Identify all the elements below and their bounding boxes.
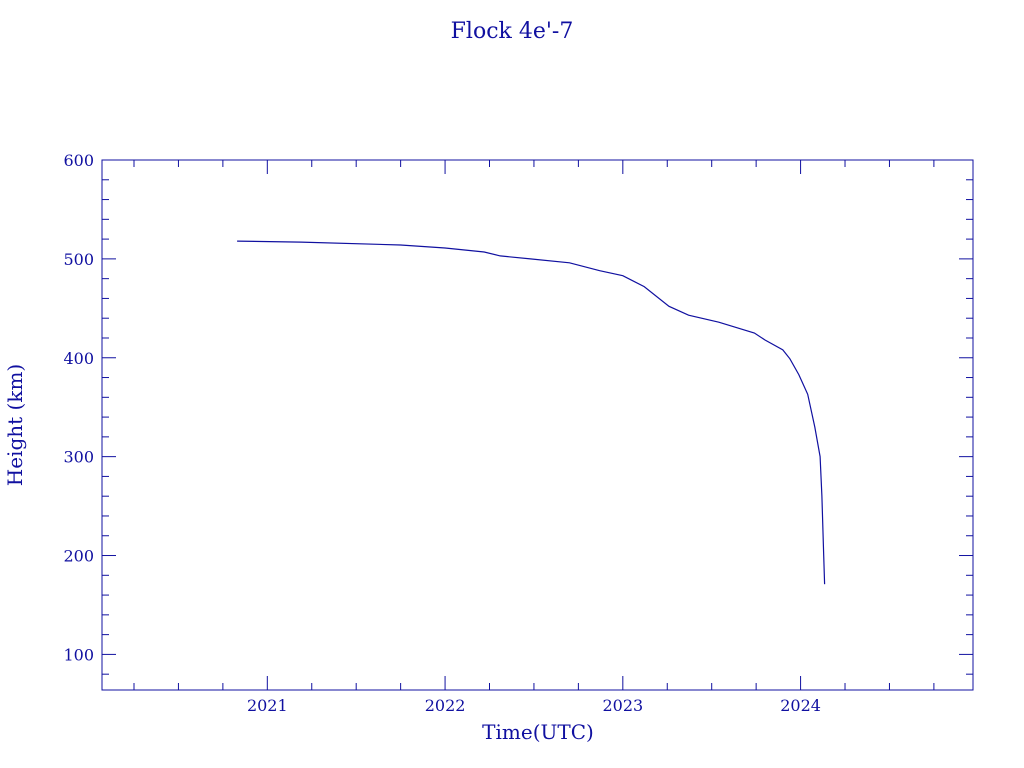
x-tick-label: 2021 [247, 696, 288, 715]
chart-title: Flock 4e'-7 [451, 19, 574, 44]
y-tick-label: 300 [63, 448, 94, 467]
x-axis-label: Time(UTC) [482, 720, 594, 744]
y-tick-label: 200 [63, 547, 94, 566]
x-tick-label: 2022 [425, 696, 466, 715]
plot-frame [101, 159, 974, 691]
x-tick-label: 2023 [602, 696, 643, 715]
x-tick-label: 2024 [780, 696, 821, 715]
y-tick-label: 500 [63, 250, 94, 269]
series-line [237, 240, 826, 585]
y-axis-label: Height (km) [3, 364, 27, 486]
y-tick-label: 600 [63, 151, 94, 170]
y-tick-label: 100 [63, 645, 94, 664]
y-tick-label: 400 [63, 349, 94, 368]
